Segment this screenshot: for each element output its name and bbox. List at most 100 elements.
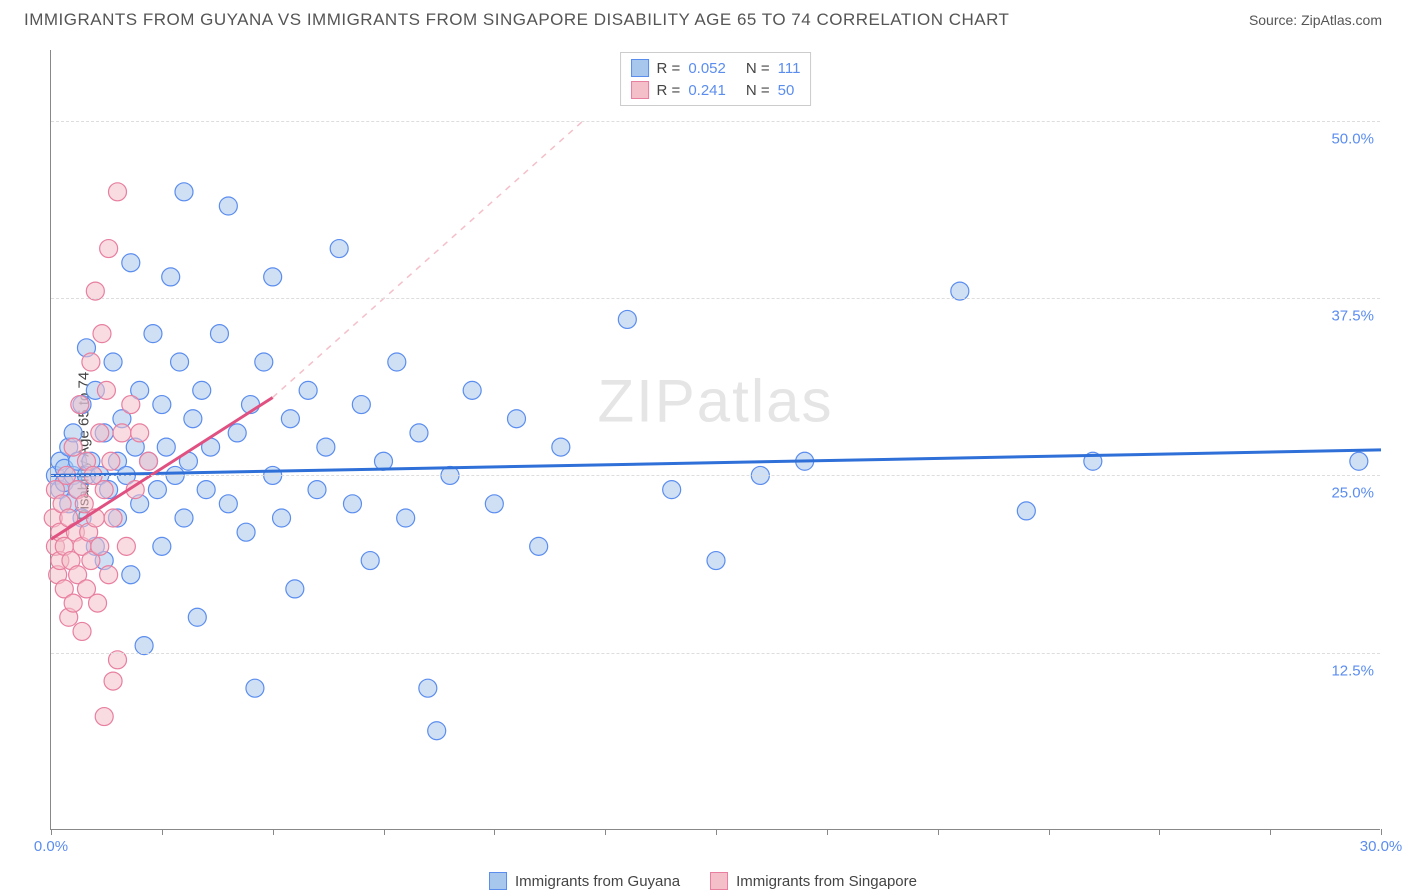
data-point: [153, 537, 171, 555]
data-point: [330, 240, 348, 258]
legend-series-label: Immigrants from Guyana: [515, 873, 680, 890]
data-point: [100, 240, 118, 258]
x-tick: [716, 829, 717, 835]
data-point: [286, 580, 304, 598]
legend-series-item: Immigrants from Guyana: [489, 872, 680, 890]
data-point: [175, 183, 193, 201]
data-point: [210, 325, 228, 343]
data-point: [1350, 452, 1368, 470]
data-point: [82, 353, 100, 371]
data-point: [140, 452, 158, 470]
y-tick-label: 25.0%: [1331, 485, 1374, 502]
data-point: [113, 424, 131, 442]
data-point: [397, 509, 415, 527]
data-point: [91, 537, 109, 555]
data-point: [93, 325, 111, 343]
data-point: [388, 353, 406, 371]
data-point: [102, 452, 120, 470]
legend-series: Immigrants from GuyanaImmigrants from Si…: [489, 872, 917, 890]
x-tick: [1159, 829, 1160, 835]
data-point: [361, 552, 379, 570]
trend-line: [51, 450, 1381, 476]
legend-n-value: 50: [778, 82, 795, 99]
data-point: [188, 608, 206, 626]
gridline: [51, 653, 1380, 654]
data-point: [100, 566, 118, 584]
y-tick-label: 12.5%: [1331, 662, 1374, 679]
data-point: [237, 523, 255, 541]
gridline: [51, 121, 1380, 122]
data-point: [246, 679, 264, 697]
data-point: [89, 594, 107, 612]
data-point: [73, 622, 91, 640]
x-tick: [494, 829, 495, 835]
legend-swatch: [710, 872, 728, 890]
data-point: [117, 537, 135, 555]
data-point: [131, 424, 149, 442]
y-tick-label: 37.5%: [1331, 308, 1374, 325]
data-point: [184, 410, 202, 428]
data-point: [104, 672, 122, 690]
data-point: [343, 495, 361, 513]
data-point: [299, 381, 317, 399]
legend-swatch: [489, 872, 507, 890]
data-point: [273, 509, 291, 527]
legend-r-value: 0.241: [688, 82, 726, 99]
data-point: [618, 310, 636, 328]
data-point: [317, 438, 335, 456]
x-tick: [273, 829, 274, 835]
data-point: [97, 381, 115, 399]
data-point: [144, 325, 162, 343]
x-tick: [1049, 829, 1050, 835]
x-tick-label: 30.0%: [1360, 838, 1403, 855]
gridline: [51, 475, 1380, 476]
gridline: [51, 298, 1380, 299]
legend-correlation: R = 0.052 N = 111 R = 0.241 N = 50: [620, 52, 812, 106]
legend-r-label: R =: [657, 60, 681, 77]
data-point: [109, 183, 127, 201]
legend-n-label: N =: [746, 82, 770, 99]
x-tick: [827, 829, 828, 835]
data-point: [175, 509, 193, 527]
data-point: [91, 424, 109, 442]
data-point: [264, 268, 282, 286]
data-point: [148, 481, 166, 499]
y-tick-label: 50.0%: [1331, 130, 1374, 147]
x-tick: [162, 829, 163, 835]
data-point: [122, 566, 140, 584]
data-point: [508, 410, 526, 428]
data-point: [352, 396, 370, 414]
data-point: [428, 722, 446, 740]
data-point: [95, 481, 113, 499]
data-point: [663, 481, 681, 499]
data-point: [1017, 502, 1035, 520]
chart-title: IMMIGRANTS FROM GUYANA VS IMMIGRANTS FRO…: [24, 10, 1009, 30]
data-point: [255, 353, 273, 371]
legend-n-label: N =: [746, 60, 770, 77]
source-label: Source: ZipAtlas.com: [1249, 12, 1382, 28]
data-point: [463, 381, 481, 399]
data-point: [197, 481, 215, 499]
data-point: [64, 438, 82, 456]
data-point: [419, 679, 437, 697]
data-point: [104, 509, 122, 527]
data-point: [281, 410, 299, 428]
data-point: [530, 537, 548, 555]
legend-n-value: 111: [778, 60, 801, 77]
legend-r-value: 0.052: [688, 60, 726, 77]
data-point: [162, 268, 180, 286]
x-tick: [384, 829, 385, 835]
data-point: [219, 495, 237, 513]
legend-row: R = 0.241 N = 50: [631, 79, 801, 101]
legend-r-label: R =: [657, 82, 681, 99]
chart-plot-area: ZIPatlas R =0.052N =111R =0.241N =50 12.…: [50, 50, 1380, 830]
x-tick: [1270, 829, 1271, 835]
data-point: [308, 481, 326, 499]
data-point: [64, 594, 82, 612]
data-point: [157, 438, 175, 456]
data-point: [228, 424, 246, 442]
data-point: [171, 353, 189, 371]
data-point: [122, 396, 140, 414]
data-point: [95, 708, 113, 726]
x-tick: [1381, 829, 1382, 835]
